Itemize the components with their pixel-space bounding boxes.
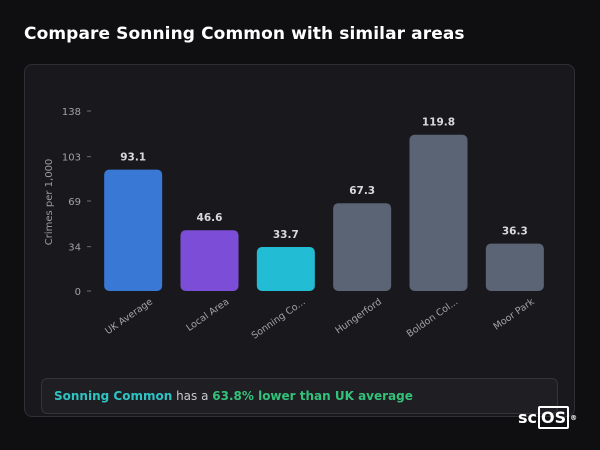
page-title: Compare Sonning Common with similar area… [24, 24, 465, 44]
summary-area-name: Sonning Common [54, 389, 173, 403]
y-axis: 0 34 69 103 138 [62, 107, 91, 298]
x-tick-label: Sonning Co... [250, 296, 308, 341]
x-tick-label: Boldon Col... [405, 296, 460, 339]
bar-value-label: 46.6 [197, 212, 223, 224]
bar [180, 230, 239, 291]
logo-prefix: sc [518, 408, 538, 427]
logo-mark: ® [570, 414, 578, 422]
bar [256, 247, 315, 291]
y-tick-label: 0 [75, 287, 81, 298]
y-tick-label: 103 [62, 153, 81, 164]
bar [104, 169, 163, 291]
scos-logo: sc OS ® [518, 406, 578, 429]
x-tick-label: Hungerford [333, 296, 383, 336]
bar-value-label: 119.8 [422, 117, 455, 129]
y-tick-label: 69 [68, 197, 81, 208]
summary-connector: has a [172, 389, 213, 403]
x-tick-label: Moor Park [492, 296, 537, 332]
x-tick-label: UK Average [103, 296, 155, 337]
bar [485, 243, 544, 291]
y-tick-label: 34 [68, 243, 81, 254]
summary-comparison: 63.8% lower than UK average [212, 389, 413, 403]
comparison-summary: Sonning Common has a 63.8% lower than UK… [41, 378, 558, 414]
bar-value-label: 36.3 [502, 226, 528, 238]
comparison-card: Crimes per 1,000 0 34 69 103 138 93.1 46.6 33.… [24, 64, 575, 417]
bar-chart: Crimes per 1,000 0 34 69 103 138 93.1 46.6 33.… [25, 65, 576, 375]
bar [333, 203, 392, 291]
x-tick-label: Local Area [184, 296, 231, 333]
bar [409, 134, 468, 291]
bar-value-label: 93.1 [120, 152, 146, 164]
x-axis: UK Average Local Area Sonning Co... Hungerf… [103, 296, 537, 341]
bars-group: 93.1 46.6 33.7 67.3 119.8 36.3 [104, 117, 544, 291]
y-axis-label: Crimes per 1,000 [44, 159, 55, 246]
logo-boxed: OS [538, 406, 570, 429]
chart-svg: Crimes per 1,000 0 34 69 103 138 93.1 46.6 33.… [44, 107, 544, 342]
bar-value-label: 33.7 [273, 229, 299, 241]
bar-value-label: 67.3 [349, 185, 375, 197]
y-tick-label: 138 [62, 107, 81, 118]
